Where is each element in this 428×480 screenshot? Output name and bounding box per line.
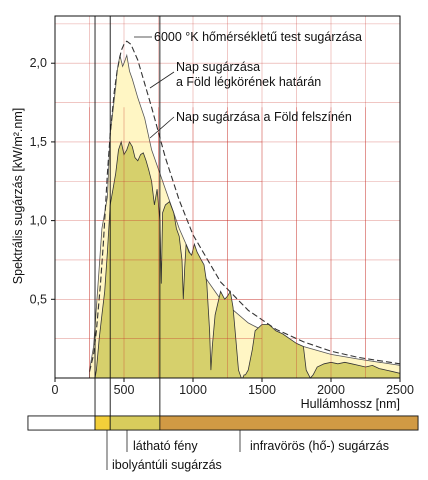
band-segment xyxy=(109,415,161,431)
annotation-top-atmosphere-line1: Nap sugárzása xyxy=(176,60,260,74)
x-tick-label: 2500 xyxy=(386,383,414,397)
band-label-ultraviolet: ibolyántúli sugárzás xyxy=(112,458,222,472)
x-tick-label: 500 xyxy=(114,383,135,397)
band-segment xyxy=(27,415,96,431)
band-segment xyxy=(159,415,419,431)
tick-labels: 0 500 1000 1500 2000 2500 0,5 1,0 1,5 2,0 xyxy=(30,56,414,397)
area-earth-surface xyxy=(94,140,401,379)
annotation-leaders xyxy=(134,36,175,139)
x-tick-label: 0 xyxy=(52,383,59,397)
band-segment xyxy=(94,415,111,431)
band-label-infrared: infravörös (hő-) sugárzás xyxy=(250,439,389,453)
line-blackbody xyxy=(88,40,401,372)
y-tick-label: 1,5 xyxy=(30,135,47,149)
y-axis-label: Spektrális sugárzás [kW/m².nm] xyxy=(11,108,25,284)
y-tick-label: 1,0 xyxy=(30,214,47,228)
y-tick-label: 2,0 xyxy=(30,56,47,70)
annotation-blackbody: 6000 °K hőmérsékletű test sugárzása xyxy=(154,30,362,44)
x-axis-label: Hullámhossz [nm] xyxy=(301,397,400,411)
x-tick-label: 1500 xyxy=(248,383,276,397)
plot-frame xyxy=(54,15,401,379)
leader-surface xyxy=(149,116,175,139)
leader-top-atmosphere xyxy=(149,71,175,89)
annotation-top-atmosphere-line2: a Föld légkörének határán xyxy=(176,75,321,89)
axes xyxy=(54,15,401,430)
grid-lines-over xyxy=(89,107,366,378)
y-tick-label: 0,5 xyxy=(30,292,47,306)
band-label-visible: látható fény xyxy=(133,439,198,453)
annotation-surface: Nap sugárzása a Föld felszínén xyxy=(176,110,352,124)
x-tick-label: 2000 xyxy=(317,383,345,397)
x-tick-label: 1000 xyxy=(179,383,207,397)
band-leaders xyxy=(106,430,241,470)
wavelength-band-bar xyxy=(27,415,419,431)
